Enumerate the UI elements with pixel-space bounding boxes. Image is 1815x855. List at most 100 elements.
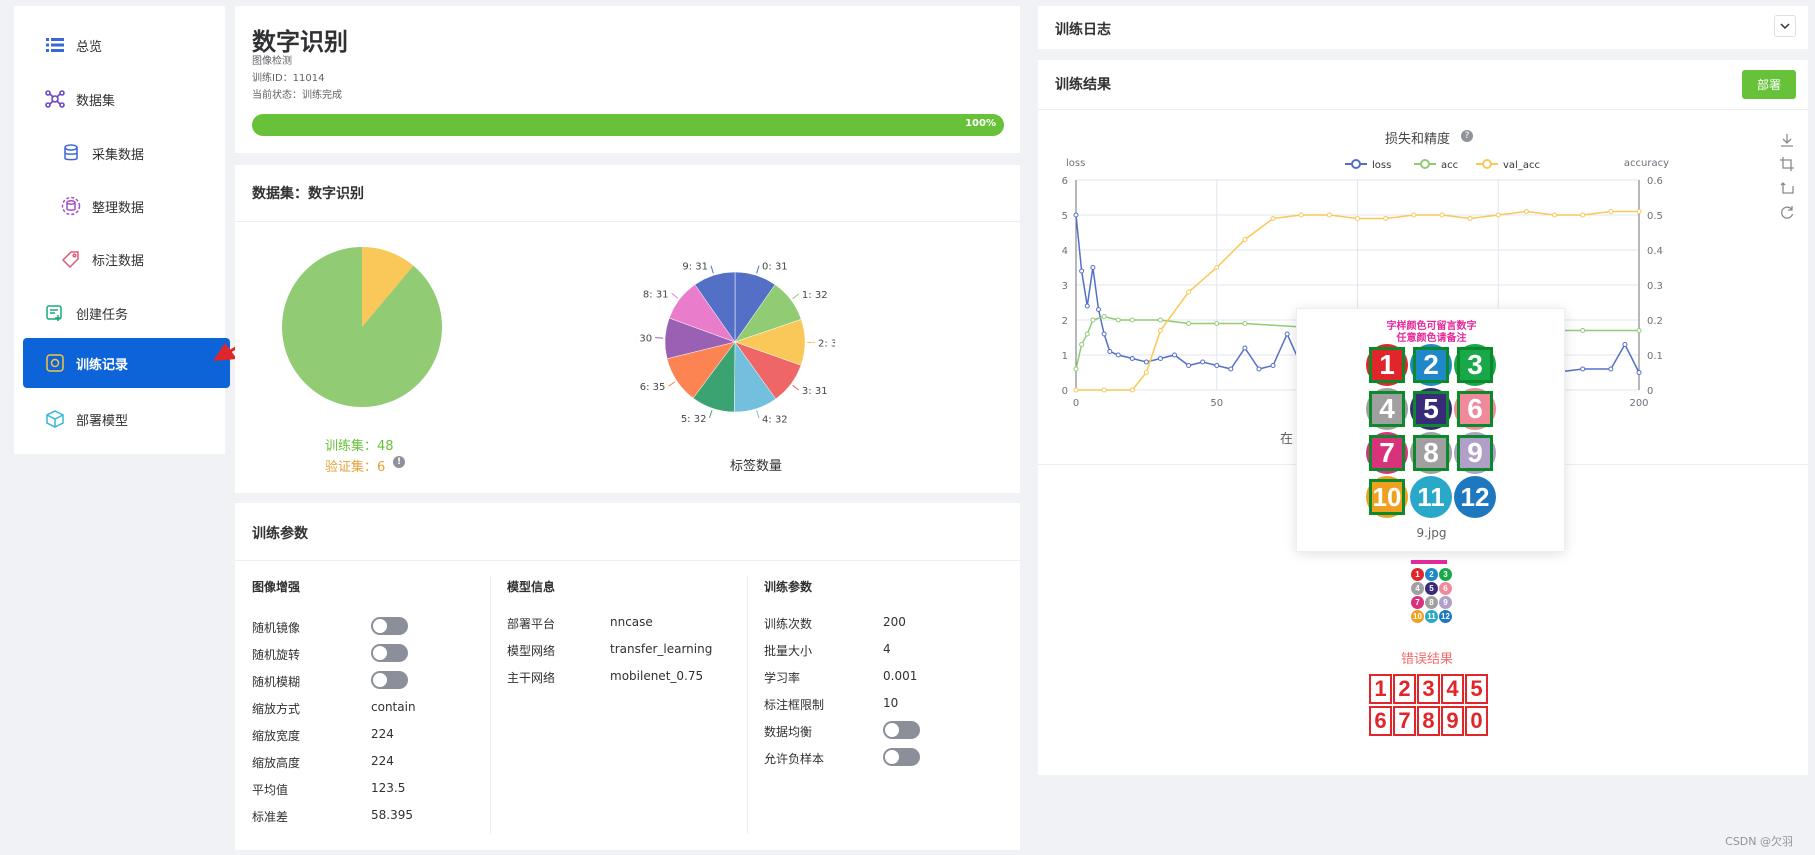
data-point-acc[interactable] [1101, 314, 1107, 319]
download-icon[interactable] [1779, 132, 1795, 148]
data-point-val_acc[interactable] [1186, 289, 1192, 295]
data-point-loss[interactable] [1143, 359, 1149, 365]
data-point-loss[interactable] [1580, 366, 1586, 372]
sidebar-item-training-record[interactable]: 训练记录 [23, 338, 230, 388]
error-digit: 7 [1393, 706, 1416, 736]
data-point-val_acc[interactable] [1495, 212, 1501, 218]
sidebar-item-annotate[interactable]: 标注数据 [14, 234, 225, 284]
pie-slice-train[interactable] [282, 247, 442, 407]
data-point-acc[interactable] [1079, 342, 1085, 347]
data-point-val_acc[interactable] [1157, 328, 1163, 333]
data-point-acc[interactable] [1580, 328, 1586, 333]
sidebar-item-deploy[interactable]: 部署模型 [14, 394, 225, 444]
data-point-acc[interactable] [1186, 321, 1192, 326]
detection-box [1369, 479, 1405, 515]
sidebar-item-dataset[interactable]: 数据集 [14, 74, 225, 124]
data-point-loss[interactable] [1129, 356, 1135, 361]
param-toggle[interactable] [371, 644, 408, 662]
data-point-acc[interactable] [1242, 321, 1248, 326]
data-point-loss[interactable] [1157, 356, 1163, 361]
data-point-acc[interactable] [1115, 317, 1121, 323]
data-point-acc[interactable] [1073, 366, 1079, 372]
param-toggle[interactable] [883, 748, 920, 766]
data-point-val_acc[interactable] [1270, 216, 1276, 221]
sidebar-item-create-task[interactable]: 创建任务 [14, 288, 225, 338]
param-toggle[interactable] [371, 617, 408, 635]
data-point-val_acc[interactable] [1242, 237, 1248, 242]
error-digit: 5 [1465, 674, 1488, 704]
undo-crop-icon[interactable] [1779, 180, 1795, 196]
sidebar-item-collect[interactable]: 采集数据 [14, 128, 225, 178]
data-point-loss[interactable] [1172, 352, 1178, 358]
data-point-acc[interactable] [1084, 331, 1090, 337]
data-point-val_acc[interactable] [1073, 387, 1079, 393]
data-point-loss[interactable] [1270, 363, 1276, 368]
data-point-loss[interactable] [1636, 370, 1642, 375]
data-point-loss[interactable] [1073, 212, 1079, 218]
sidebar-item-overview[interactable]: 总览 [14, 20, 225, 70]
data-point-val_acc[interactable] [1355, 216, 1360, 221]
data-point-loss[interactable] [1284, 331, 1290, 337]
data-point-val_acc[interactable] [1636, 209, 1642, 214]
data-point-loss[interactable] [1200, 359, 1206, 365]
legend-label[interactable]: acc [1441, 160, 1458, 171]
detection-box [1369, 347, 1405, 383]
aug-title: 图像增强 [252, 580, 301, 594]
data-point-val_acc[interactable] [1523, 209, 1529, 214]
param-toggle[interactable] [371, 671, 408, 689]
refresh-icon[interactable] [1779, 204, 1795, 220]
data-point-acc[interactable] [1129, 317, 1135, 323]
data-point-loss[interactable] [1622, 342, 1628, 347]
data-point-loss[interactable] [1214, 363, 1220, 368]
data-point-loss[interactable] [1079, 268, 1085, 274]
data-point-val_acc[interactable] [1467, 216, 1473, 221]
data-point-val_acc[interactable] [1298, 212, 1304, 218]
data-point-val_acc[interactable] [1143, 370, 1149, 375]
param-label: 学习率 [764, 671, 801, 685]
data-point-loss[interactable] [1101, 331, 1107, 337]
data-point-loss[interactable] [1256, 366, 1262, 372]
partial-text-left: 在 [1280, 432, 1294, 447]
data-point-loss[interactable] [1186, 363, 1192, 368]
data-point-acc[interactable] [1157, 317, 1163, 323]
data-point-val_acc[interactable] [1439, 212, 1445, 218]
data-point-val_acc[interactable] [1129, 387, 1135, 393]
info-icon[interactable]: ! [393, 456, 405, 468]
data-point-loss[interactable] [1115, 352, 1121, 358]
data-point-acc[interactable] [1090, 317, 1096, 323]
deploy-button[interactable]: 部署 [1742, 70, 1796, 99]
data-point-val_acc[interactable] [1383, 216, 1389, 221]
data-point-val_acc[interactable] [1580, 212, 1586, 218]
data-point-loss[interactable] [1107, 349, 1113, 354]
data-point-loss[interactable] [1228, 366, 1234, 372]
pie-slice-val[interactable] [362, 247, 414, 327]
data-point-loss[interactable] [1084, 303, 1090, 309]
legend-label[interactable]: loss [1372, 160, 1391, 171]
help-icon[interactable]: ? [1461, 130, 1473, 142]
data-point-loss[interactable] [1608, 366, 1614, 372]
data-point-val_acc[interactable] [1214, 265, 1220, 270]
expand-button[interactable] [1774, 15, 1796, 37]
param-toggle[interactable] [883, 721, 920, 739]
data-point-val_acc[interactable] [1411, 212, 1417, 218]
data-point-val_acc[interactable] [1608, 209, 1614, 214]
param-label: 随机旋转 [252, 648, 301, 662]
legend-label[interactable]: val_acc [1503, 160, 1540, 171]
pie-label-line [756, 265, 760, 274]
data-point-acc[interactable] [1636, 328, 1642, 333]
data-point-loss[interactable] [1096, 307, 1102, 312]
pie-slice-label[interactable] [694, 271, 736, 343]
crop-icon[interactable] [1779, 156, 1795, 172]
data-point-val_acc[interactable] [1552, 212, 1558, 218]
detection-box [1457, 347, 1493, 383]
sample-thumbnail[interactable]: 1 2 3 4 5 6 7 8 9 10 11 12 [1405, 560, 1453, 623]
data-point-loss[interactable] [1242, 345, 1248, 351]
train-id: 训练ID：11014 [252, 73, 325, 84]
sidebar-item-organize[interactable]: 整理数据 [14, 181, 225, 231]
data-point-acc[interactable] [1214, 321, 1220, 326]
data-point-loss[interactable] [1090, 265, 1096, 270]
data-point-val_acc[interactable] [1101, 387, 1107, 393]
data-point-val_acc[interactable] [1326, 212, 1332, 218]
y-right-tick-label: 0.4 [1647, 246, 1663, 257]
